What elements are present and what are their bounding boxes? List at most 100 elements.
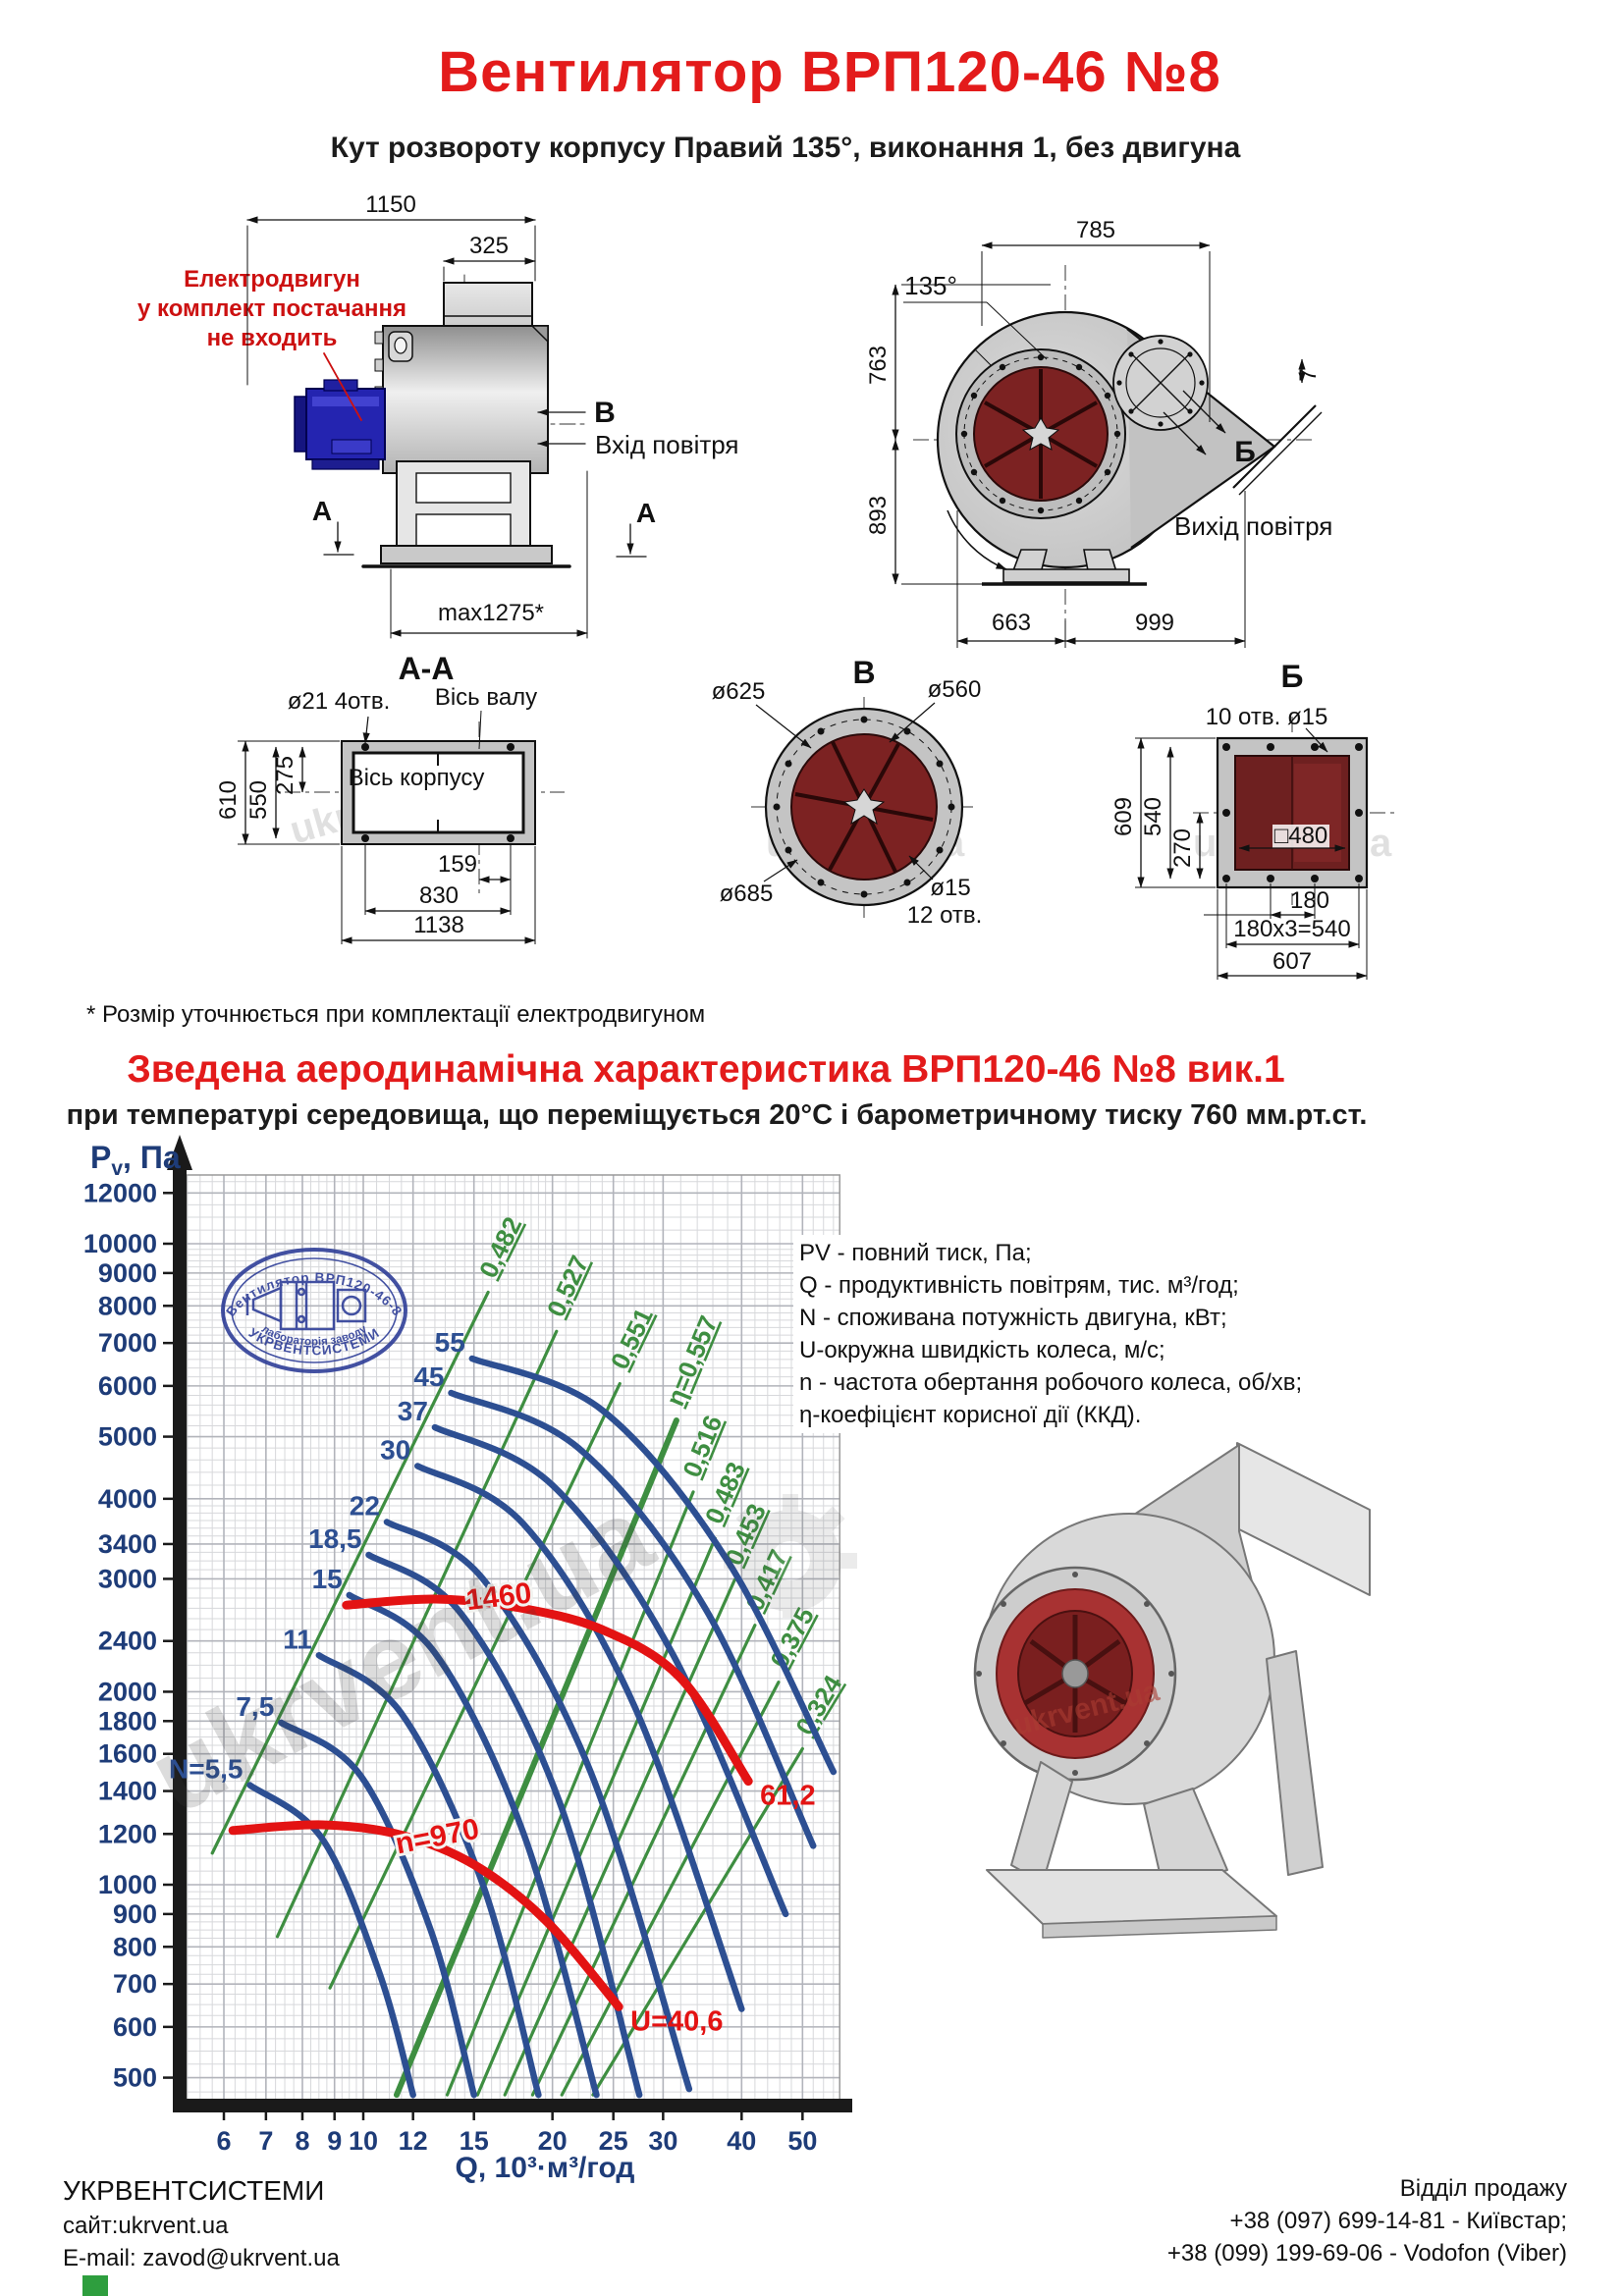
dim-663: 663 [992, 610, 1031, 636]
chart-legend: PV - повний тиск, Па; Q - продуктивність… [793, 1235, 1309, 1433]
fan3d-base [986, 1869, 1277, 1925]
y-tick-8000: 8000 [98, 1291, 157, 1320]
y-tick-500: 500 [113, 2063, 157, 2093]
y-tick-900: 900 [113, 1899, 157, 1929]
x-tick-8: 8 [295, 2126, 309, 2156]
y-tick-2400: 2400 [98, 1627, 157, 1656]
y-tick-1600: 1600 [98, 1739, 157, 1769]
power-curve-label-45: 45 [413, 1362, 444, 1392]
y-tick-7000: 7000 [98, 1328, 157, 1358]
view-b-dimensions [1135, 727, 1368, 980]
legend-line-rpm: n - частота обертання робочого колеса, о… [799, 1369, 1303, 1396]
legend-line-u: U-окружна швидкість колеса, м/с; [799, 1337, 1165, 1363]
y-tick-5000: 5000 [98, 1422, 157, 1452]
y-tick-1200: 1200 [98, 1819, 157, 1848]
power-curve-18,5 [365, 1551, 643, 2099]
dim-609: 609 [1110, 797, 1137, 836]
holes-21-label: ø21 4отв. [288, 688, 391, 715]
dia-560: ø560 [928, 676, 982, 703]
chart-title: Зведена аеродинамічна характеристика ВРП… [127, 1048, 1285, 1091]
stamp-fan-icon [245, 1280, 367, 1331]
impeller-hub [1021, 417, 1060, 451]
base-plate [380, 545, 553, 564]
power-curve-label-15: 15 [312, 1564, 343, 1594]
power-curve-15 [346, 1591, 600, 2099]
x-tick-12: 12 [399, 2126, 428, 2156]
x-tick-7: 7 [258, 2126, 273, 2156]
power-curve-7,5 [278, 1719, 477, 2099]
dim-550: 550 [245, 780, 272, 820]
speed-end-label-U=40,6: U=40,6 [630, 2005, 723, 2037]
fan3d-bolts [976, 1572, 1174, 1776]
power-curve-label-7,5: 7,5 [236, 1691, 274, 1722]
motor-note-leader [323, 352, 362, 421]
footer-site[interactable]: сайт:ukrvent.ua [63, 2213, 229, 2239]
front-view-dim-labels: 785 135° 763 893 7 Б Вихід повітря 663 9… [865, 217, 1332, 636]
section-aa-title: А-А [399, 651, 455, 686]
dim-180: 180 [1290, 887, 1329, 914]
power-curve-label-30: 30 [380, 1434, 410, 1465]
x-tick-25: 25 [599, 2126, 628, 2156]
efficiency-line-0,453 [503, 1577, 736, 2097]
view-b-title: Б [1281, 659, 1304, 694]
power-curve-55 [468, 1355, 838, 1776]
x-axis-label: Q, 10³·м³/год [456, 2152, 635, 2184]
side-view-dimensions [246, 216, 647, 639]
dim-180x3: 180x3=540 [1233, 916, 1350, 942]
footnote-motor: * Розмір уточнюється при комплектації ел… [86, 1001, 706, 1028]
fan-3d-image: ukrvent.ua [973, 1442, 1371, 1939]
outlet-flange-line [1232, 404, 1317, 489]
power-curve-30 [414, 1463, 745, 2012]
y-tick-1000: 1000 [98, 1870, 157, 1899]
fan3d-support [1266, 1650, 1324, 1876]
footer-phone-1[interactable]: +38 (097) 699-14-81 - Київстар; [1229, 2208, 1567, 2234]
dim-610: 610 [215, 780, 242, 820]
view-v-leaders [755, 702, 936, 882]
section-marker-a: А [312, 496, 332, 526]
efficiency-line-0,551 [328, 1381, 622, 1990]
dim-7: 7 [1295, 368, 1322, 381]
y-tick-700: 700 [113, 1969, 157, 1999]
hub-front [842, 788, 886, 826]
dim-270: 270 [1169, 828, 1196, 868]
footer-phone-2[interactable]: +38 (099) 199-69-06 - Vodofon (Viber) [1166, 2240, 1567, 2267]
front-view-dimensions [892, 241, 1306, 648]
y-tick-10000: 10000 [83, 1229, 157, 1258]
dim-275: 275 [272, 756, 298, 795]
page-title: Вентилятор ВРП120-46 №8 [438, 40, 1221, 104]
power-curve-label-18,5: 18,5 [308, 1523, 362, 1554]
power-curve-label-37: 37 [398, 1396, 428, 1426]
power-curve-label-N=5,5: N=5,5 [169, 1754, 244, 1785]
shaft-axis-label: Вісь валу [435, 684, 537, 711]
side-view-dim-labels: 1150 325 max1275* В Вхід повітря А А А-А [312, 191, 739, 686]
dia-685: ø685 [720, 881, 774, 907]
dim-999: 999 [1135, 610, 1174, 636]
x-tick-30: 30 [648, 2126, 677, 2156]
inlet-duct [443, 282, 533, 327]
power-curve-45 [448, 1389, 817, 1849]
speed-curve-n=970 [228, 1820, 623, 2011]
view-b-bolts [1222, 743, 1363, 882]
footer-green-mark [82, 2275, 108, 2296]
dim-785: 785 [1076, 217, 1115, 243]
y-tick-1400: 1400 [98, 1777, 157, 1806]
front-view-drawing: 785 135° 763 893 7 Б Вихід повітря 663 9… [865, 217, 1332, 648]
speed-curve-1460 [342, 1594, 753, 1787]
footer-email[interactable]: E-mail: zavod@ukrvent.ua [63, 2245, 340, 2271]
view-marker-b: Б [1234, 436, 1256, 468]
flange-bolts [960, 353, 1121, 514]
electric-motor [294, 379, 386, 470]
efficiency-line-0,375 [560, 1681, 781, 2097]
section-aa-drawing: ø21 4отв. Вісь валу Вісь корпусу 610 550… [215, 684, 565, 944]
view-v-title: В [852, 655, 875, 690]
holes-10-label: 10 отв. ø15 [1206, 704, 1328, 730]
angle-135: 135° [904, 271, 957, 300]
view-marker-v: В [594, 397, 616, 429]
footer-company: УКРВЕНТСИСТЕМИ [63, 2175, 325, 2206]
x-tick-9: 9 [327, 2126, 342, 2156]
x-tick-6: 6 [217, 2126, 232, 2156]
view-v-labels: ø625 ø560 ø685 ø15 12 отв. [712, 676, 983, 929]
power-curve-label-22: 22 [350, 1491, 380, 1522]
speed-end-label-61,2: 61,2 [760, 1781, 815, 1812]
dim-1150: 1150 [365, 191, 416, 218]
